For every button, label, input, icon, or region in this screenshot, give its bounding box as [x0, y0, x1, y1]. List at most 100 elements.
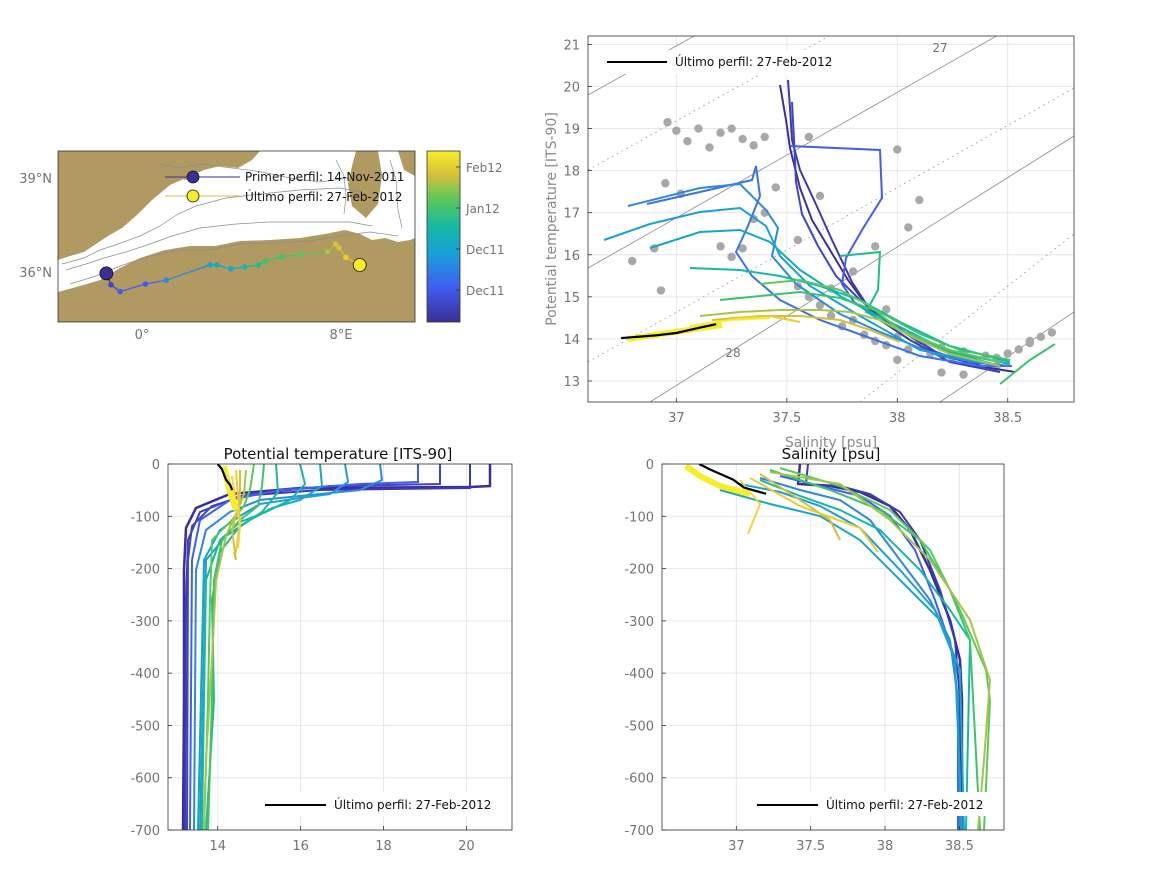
map-y-tick: 36°N [19, 266, 52, 281]
x-tick-label: 38 [889, 411, 906, 426]
temp-frame [167, 463, 513, 831]
track-point [297, 251, 303, 258]
x-tick-label: 38 [877, 839, 894, 854]
y-tick-label: -400 [130, 667, 160, 682]
float-track [99, 241, 367, 295]
y-tick-label: 15 [563, 291, 580, 306]
isopycnal-label-27: 27 [932, 41, 947, 55]
salinity-profile-panel: 37 37.5 38 38.5 0 -100 -200 -300 -400 -500 -600 -7… [624, 445, 1005, 854]
colorbar: Feb12 Jan12 Dec11 Dec11 [426, 150, 505, 323]
track-point [262, 258, 269, 265]
climatology-point [904, 223, 913, 232]
colorbar-gradient [426, 150, 461, 323]
legend-marker-first [186, 170, 200, 184]
y-tick-label: -700 [624, 824, 654, 839]
colorbar-tick: Dec11 [466, 243, 505, 257]
sal-frame [661, 463, 1005, 831]
climatology-point [705, 143, 714, 152]
legend-marker-last [186, 189, 200, 203]
y-tick-label: 17 [563, 207, 580, 222]
y-tick-label: 19 [563, 123, 580, 138]
y-tick-label: 0 [152, 458, 160, 473]
climatology-point [937, 368, 946, 377]
map-y-ticks: 39°N 36°N [19, 172, 52, 281]
temp-legend: Último perfil: 27-Feb-2012 [258, 792, 506, 816]
climatology-point [959, 370, 968, 379]
climatology-point [826, 311, 836, 320]
track-point [255, 262, 262, 268]
map-panel: 0° 8°E 39°N 36°N Primer perfil: 14-Nov-2… [19, 150, 416, 343]
climatology-point [804, 132, 814, 142]
x-tick-label: 37 [668, 411, 685, 426]
sal-y-ticks: 0 -100 -200 -300 -400 -500 -600 -700 [624, 458, 666, 839]
ts-y-label: Potential temperature [ITS-90] [544, 112, 560, 326]
climatology-point [749, 141, 758, 150]
climatology-point [663, 118, 672, 127]
ts-last-profile-line [621, 323, 717, 340]
climatology-point [815, 301, 825, 310]
map-legend: Primer perfil: 14-Nov-2011 Último perfil… [165, 170, 404, 204]
climatology-point [1003, 349, 1012, 358]
climatology-point [815, 191, 825, 201]
track-segment [145, 279, 167, 285]
y-tick-label: -700 [130, 824, 160, 839]
climatology-point [1047, 328, 1057, 337]
sal-title: Salinity [psu] [782, 445, 881, 463]
legend-label-first: Primer perfil: 14-Nov-2011 [245, 170, 404, 184]
y-tick-label: 13 [563, 375, 580, 390]
track-point [241, 264, 248, 270]
track-point [332, 241, 339, 247]
climatology-point [727, 252, 736, 262]
sal-x-ticks: 37 37.5 38 38.5 [728, 826, 974, 854]
y-tick-label: 20 [563, 80, 580, 95]
climatology-point [672, 126, 681, 135]
x-tick-label: 37.5 [772, 411, 801, 426]
track-point [214, 262, 220, 268]
y-tick-label: -100 [624, 510, 654, 525]
track-segment [120, 283, 146, 293]
track-point [108, 281, 114, 288]
climatology-point [716, 242, 725, 251]
last-profile-line [216, 464, 234, 491]
climatology-point [1025, 336, 1035, 346]
climatology-point [627, 256, 637, 266]
track-point [278, 253, 285, 260]
map-y-tick: 39°N [19, 172, 52, 187]
ts-profiles [603, 79, 1056, 385]
ts-x-ticks: 37 37.5 38 38.5 [668, 398, 1022, 426]
sal-last-profile-line [698, 464, 767, 495]
ts-x-label: Salinity [psu] [785, 435, 877, 451]
sal-legend: Último perfil: 27-Feb-2012 [750, 792, 998, 816]
y-tick-label: 21 [563, 38, 580, 53]
climatology-point [738, 244, 747, 253]
climatology-point [915, 195, 924, 205]
x-tick-label: 18 [375, 839, 392, 854]
map-x-ticks: 0° 8°E [135, 328, 353, 343]
climatology-point [870, 242, 880, 251]
ts-frame [587, 35, 1075, 403]
ts-legend-label: Último perfil: 27-Feb-2012 [675, 54, 832, 69]
sal-profiles [684, 464, 992, 830]
y-tick-label: 16 [563, 249, 580, 264]
y-tick-label: -200 [130, 563, 160, 578]
y-tick-label: 0 [646, 458, 654, 473]
track-point [227, 266, 234, 272]
track-point [336, 245, 342, 251]
map-frame [57, 150, 416, 323]
ts-climatology-points [627, 118, 1057, 379]
y-tick-label: -500 [624, 719, 654, 734]
map-x-tick: 8°E [330, 328, 353, 343]
x-tick-label: 14 [209, 839, 226, 854]
colorbar-tick: Jan12 [465, 202, 500, 216]
first-profile-marker [99, 266, 114, 281]
x-tick-label: 37 [728, 839, 745, 854]
track-segment [299, 251, 328, 256]
climatology-point [893, 145, 902, 154]
y-tick-label: 18 [563, 165, 580, 180]
ts-legend: Último perfil: 27-Feb-2012 [598, 50, 846, 74]
y-tick-label: -600 [624, 772, 654, 787]
y-tick-label: -100 [130, 510, 160, 525]
map-x-tick: 0° [135, 328, 150, 343]
climatology-point [683, 136, 692, 146]
temp-x-ticks: 14 16 18 20 [209, 826, 475, 854]
